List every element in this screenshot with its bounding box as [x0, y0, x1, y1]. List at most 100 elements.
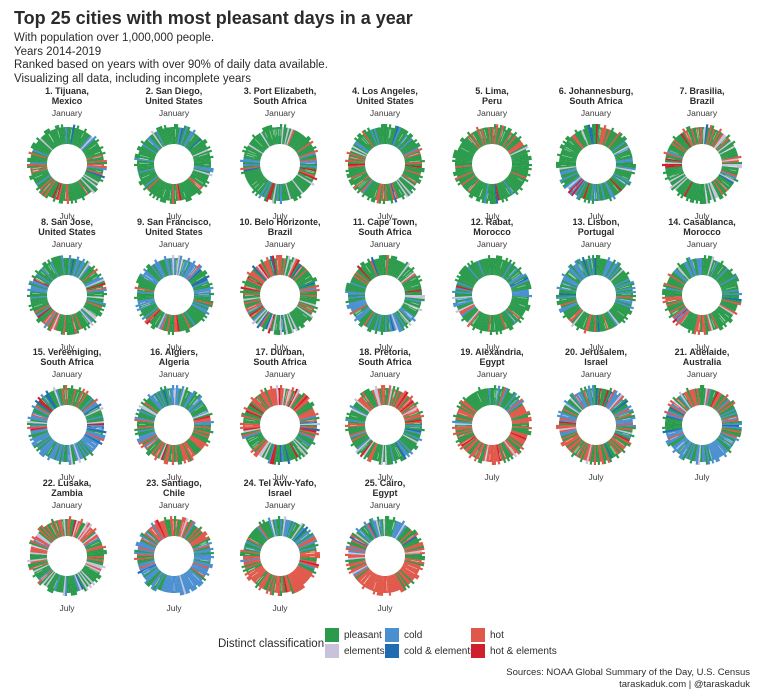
july-label-3: July [272, 211, 288, 221]
day-segment [82, 306, 97, 319]
day-segment [298, 432, 315, 441]
day-segment [73, 259, 81, 277]
legend-swatch-hot [471, 628, 485, 642]
day-segment [404, 289, 422, 293]
day-segment [51, 443, 60, 460]
day-segment [607, 262, 622, 280]
day-segment [193, 425, 211, 428]
day-segment [268, 389, 275, 406]
day-segment [191, 172, 208, 181]
day-segment [404, 414, 425, 421]
day-segment [386, 255, 390, 276]
day-segment [467, 396, 480, 411]
day-segment [404, 287, 422, 292]
day-segment [183, 572, 196, 591]
day-segment [463, 176, 478, 189]
day-segment [681, 262, 693, 279]
day-segment [375, 258, 381, 276]
day-segment [390, 183, 398, 203]
day-segment [74, 129, 83, 146]
missing-day-mark [57, 130, 61, 138]
day-segment [480, 389, 487, 406]
day-segment [501, 259, 513, 278]
day-segment [179, 517, 187, 537]
missing-day-mark [246, 154, 255, 158]
day-segment [709, 443, 719, 463]
day-segment [471, 131, 483, 148]
missing-day-mark [292, 445, 299, 455]
day-segment [140, 140, 158, 154]
day-segment [719, 303, 736, 312]
day-segment [455, 303, 475, 314]
july-label-2: July [166, 211, 182, 221]
missing-day-mark [383, 191, 385, 199]
day-segment [192, 170, 210, 178]
day-segment [508, 305, 525, 316]
day-segment [297, 536, 316, 547]
day-segment [465, 397, 479, 411]
day-segment [366, 258, 377, 278]
day-segment [77, 260, 89, 279]
day-segment [277, 575, 280, 597]
missing-day-mark [405, 271, 412, 278]
day-segment [179, 389, 186, 406]
day-segment [30, 156, 48, 161]
day-segment [667, 273, 686, 285]
day-segment [74, 443, 83, 460]
day-segment [494, 255, 499, 276]
day-segment [258, 180, 270, 199]
day-segment [178, 314, 184, 332]
day-segment [73, 128, 81, 146]
day-segment [287, 390, 296, 407]
day-segment [567, 270, 582, 283]
day-segment [686, 443, 695, 460]
city-country-5: Peru [482, 96, 502, 106]
day-segment [244, 170, 262, 178]
day-segment [55, 314, 62, 331]
city-country-4: United States [356, 96, 414, 106]
missing-day-mark [354, 309, 362, 314]
day-segment [78, 134, 91, 149]
day-segment [357, 268, 371, 282]
day-segment [348, 422, 366, 425]
day-segment [452, 414, 473, 421]
day-segment [34, 173, 51, 185]
day-segment [350, 279, 367, 288]
missing-day-mark [493, 129, 495, 136]
day-segment [392, 574, 401, 591]
day-segment [146, 137, 160, 151]
day-segment [610, 437, 625, 450]
day-segment [251, 568, 266, 581]
day-segment [84, 537, 101, 547]
day-segment [140, 303, 157, 312]
day-segment [30, 546, 48, 552]
day-segment [384, 444, 388, 466]
day-segment [158, 574, 167, 591]
day-segment [605, 312, 615, 329]
day-segment [506, 177, 520, 191]
day-segment [400, 436, 418, 451]
day-segment [393, 181, 402, 198]
day-segment [289, 259, 301, 278]
missing-day-mark [272, 129, 275, 136]
day-segment [290, 392, 301, 409]
city-country-10: Brazil [268, 227, 293, 237]
day-segment [289, 523, 299, 539]
city-title-7: 7. Brasilia, [679, 86, 724, 96]
day-segment [470, 311, 482, 327]
day-segment [84, 172, 104, 183]
day-segment [368, 522, 377, 539]
day-segment [69, 258, 73, 276]
day-segment [178, 385, 185, 406]
day-segment [355, 532, 370, 545]
day-segment [74, 182, 83, 199]
day-segment [613, 434, 632, 446]
day-segment [614, 302, 631, 311]
day-segment [157, 126, 167, 146]
day-segment [46, 573, 58, 592]
day-segment [191, 565, 210, 577]
day-segment [680, 441, 692, 460]
day-segment [186, 263, 201, 281]
